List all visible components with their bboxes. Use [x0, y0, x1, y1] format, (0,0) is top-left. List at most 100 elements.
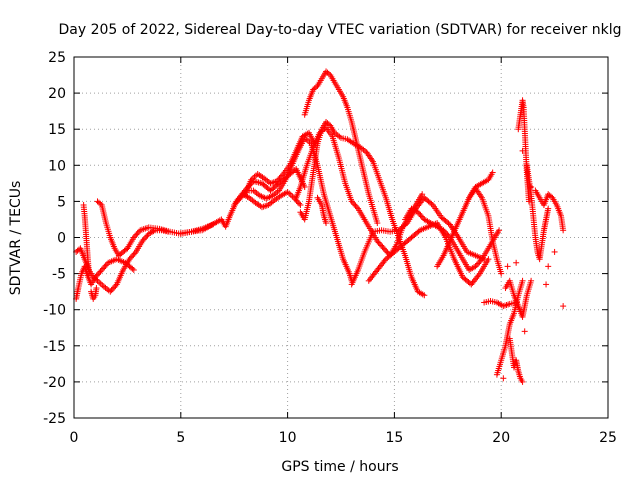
data-point	[235, 197, 242, 204]
axis-ticks: 0 5 10 15 20 25 -25 -20 -15 -10 -5 0 5 10 15 20 25	[43, 50, 617, 446]
data-point	[129, 253, 136, 260]
y-tick-label: -15	[43, 339, 66, 355]
data-point	[519, 147, 526, 154]
data-point	[133, 231, 140, 238]
data-point	[93, 285, 100, 292]
data-point	[528, 277, 535, 284]
data-point	[485, 256, 492, 263]
data-point	[545, 263, 552, 270]
y-tick-label: 10	[48, 158, 66, 174]
data-point	[477, 257, 484, 264]
data-point	[93, 272, 100, 279]
chart-title: Day 205 of 2022, Sidereal Day-to-day VTE…	[59, 22, 622, 38]
grid-lines	[74, 57, 608, 418]
data-point	[428, 200, 435, 207]
data-points	[73, 68, 567, 385]
data-point	[382, 246, 389, 253]
data-point	[96, 269, 103, 276]
data-point	[348, 198, 355, 205]
data-point	[94, 271, 101, 278]
data-point	[548, 193, 555, 200]
data-point	[130, 266, 137, 273]
data-point	[545, 205, 552, 212]
data-point	[279, 172, 286, 179]
data-point	[126, 256, 133, 263]
data-point	[500, 375, 507, 382]
data-point	[376, 240, 383, 247]
data-point	[351, 201, 358, 208]
data-point	[473, 261, 480, 268]
data-point	[122, 246, 129, 253]
data-point	[374, 220, 381, 227]
y-tick-label: 5	[57, 194, 66, 210]
data-point	[323, 220, 330, 227]
x-tick-label: 5	[176, 430, 185, 446]
data-point	[297, 202, 304, 209]
data-point	[109, 285, 116, 292]
data-point	[519, 378, 526, 385]
data-point	[475, 260, 482, 267]
data-point	[292, 196, 299, 203]
data-point	[129, 265, 136, 272]
data-point	[440, 227, 447, 234]
y-tick-label: -25	[43, 411, 66, 427]
x-tick-label: 15	[385, 430, 403, 446]
data-point	[275, 176, 282, 183]
y-tick-label: 0	[57, 231, 66, 247]
data-point	[92, 274, 99, 281]
data-point	[111, 284, 118, 291]
data-point	[519, 277, 526, 284]
data-point	[416, 210, 423, 217]
data-point	[513, 259, 520, 266]
data-point	[375, 239, 382, 246]
data-point	[325, 70, 332, 77]
data-point	[139, 238, 146, 245]
data-point	[112, 282, 119, 289]
data-point	[277, 173, 284, 180]
data-point	[384, 249, 391, 256]
data-point	[374, 238, 381, 245]
data-point	[127, 254, 134, 261]
data-point	[141, 235, 148, 242]
x-tick-label: 10	[279, 430, 297, 446]
data-point	[419, 191, 426, 198]
data-point	[108, 287, 115, 294]
data-point	[380, 245, 387, 252]
data-point	[476, 259, 483, 266]
data-point	[415, 228, 422, 235]
plot-frame	[73, 56, 609, 419]
data-point	[97, 200, 104, 207]
x-tick-label: 0	[70, 430, 79, 446]
data-point	[102, 262, 109, 269]
data-point	[236, 196, 243, 203]
data-point	[349, 199, 356, 206]
data-point	[402, 221, 409, 228]
data-point	[101, 264, 108, 271]
data-point	[131, 250, 138, 257]
data-point	[232, 200, 239, 207]
data-point	[417, 212, 424, 219]
data-point	[498, 270, 505, 277]
data-point	[551, 248, 558, 255]
y-tick-label: -5	[52, 267, 66, 283]
data-point	[443, 230, 450, 237]
data-point	[560, 227, 567, 234]
data-point	[296, 200, 303, 207]
data-point	[143, 233, 150, 240]
data-point	[418, 213, 425, 220]
data-point	[231, 202, 238, 209]
y-tick-label: 25	[48, 50, 66, 66]
data-point	[294, 199, 301, 206]
x-tick-label: 25	[599, 430, 617, 446]
data-point	[130, 251, 137, 258]
data-point	[421, 292, 428, 299]
data-point	[504, 263, 511, 270]
data-point	[441, 228, 448, 235]
data-point	[525, 198, 532, 205]
data-point	[414, 209, 421, 216]
data-point	[276, 175, 283, 182]
y-tick-label: -10	[43, 303, 66, 319]
x-tick-label: 20	[492, 430, 510, 446]
data-point	[100, 265, 107, 272]
